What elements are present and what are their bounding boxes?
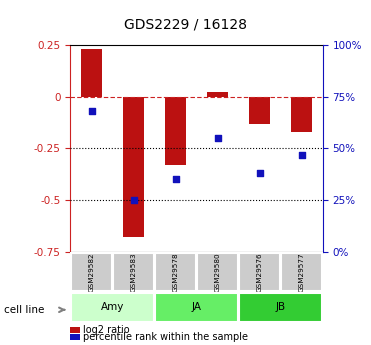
- Bar: [239, 253, 280, 291]
- Text: GSM29577: GSM29577: [299, 252, 305, 292]
- Text: GDS2229 / 16128: GDS2229 / 16128: [124, 17, 247, 31]
- Bar: [207, 92, 228, 97]
- Point: [89, 108, 95, 114]
- Point: [215, 135, 221, 141]
- Text: GSM29582: GSM29582: [89, 252, 95, 292]
- Bar: [197, 253, 238, 291]
- Bar: [155, 253, 196, 291]
- Bar: [249, 97, 270, 124]
- Bar: [81, 49, 102, 97]
- Bar: [71, 293, 154, 322]
- Text: GSM29583: GSM29583: [131, 252, 137, 292]
- Text: cell line: cell line: [4, 305, 44, 315]
- Point: [299, 152, 305, 157]
- Text: GSM29580: GSM29580: [215, 252, 221, 292]
- Bar: [113, 253, 154, 291]
- Text: Amy: Amy: [101, 303, 124, 312]
- Bar: [155, 293, 238, 322]
- Point: [257, 170, 263, 176]
- Text: GSM29576: GSM29576: [257, 252, 263, 292]
- Bar: [123, 97, 144, 237]
- Bar: [165, 97, 186, 165]
- Text: JB: JB: [276, 303, 286, 312]
- Text: GSM29578: GSM29578: [173, 252, 178, 292]
- Point: [173, 177, 178, 182]
- Bar: [239, 293, 322, 322]
- Bar: [71, 253, 112, 291]
- Point: [131, 197, 137, 203]
- Bar: [281, 253, 322, 291]
- Text: JA: JA: [192, 303, 201, 312]
- Text: percentile rank within the sample: percentile rank within the sample: [83, 332, 249, 342]
- Bar: [291, 97, 312, 132]
- Text: log2 ratio: log2 ratio: [83, 325, 130, 335]
